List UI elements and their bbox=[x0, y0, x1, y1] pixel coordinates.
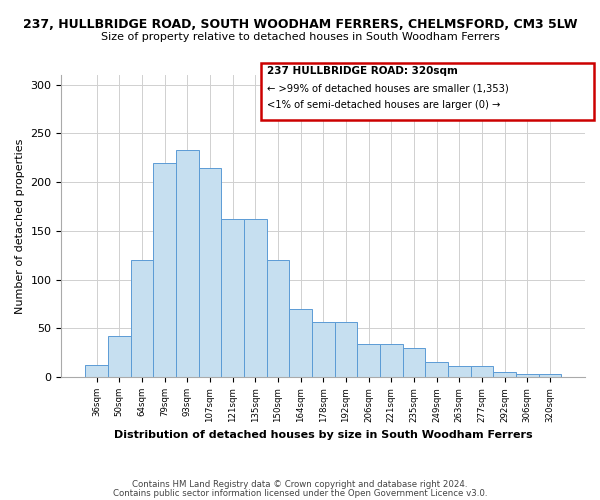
Bar bbox=[312, 322, 335, 377]
Bar bbox=[221, 219, 244, 377]
Text: Size of property relative to detached houses in South Woodham Ferrers: Size of property relative to detached ho… bbox=[101, 32, 499, 42]
Bar bbox=[448, 366, 470, 377]
Bar bbox=[357, 344, 380, 377]
Bar bbox=[289, 309, 312, 377]
Bar bbox=[85, 366, 108, 377]
Bar bbox=[153, 162, 176, 377]
Text: Contains HM Land Registry data © Crown copyright and database right 2024.: Contains HM Land Registry data © Crown c… bbox=[132, 480, 468, 489]
Bar bbox=[516, 374, 539, 377]
Text: 237, HULLBRIDGE ROAD, SOUTH WOODHAM FERRERS, CHELMSFORD, CM3 5LW: 237, HULLBRIDGE ROAD, SOUTH WOODHAM FERR… bbox=[23, 18, 577, 30]
Bar bbox=[493, 372, 516, 377]
Text: ← >99% of detached houses are smaller (1,353): ← >99% of detached houses are smaller (1… bbox=[267, 84, 509, 94]
Bar bbox=[380, 344, 403, 377]
Bar bbox=[176, 150, 199, 377]
Y-axis label: Number of detached properties: Number of detached properties bbox=[15, 138, 25, 314]
Text: <1% of semi-detached houses are larger (0) →: <1% of semi-detached houses are larger (… bbox=[267, 100, 500, 110]
Bar bbox=[108, 336, 131, 377]
Bar bbox=[131, 260, 153, 377]
Bar bbox=[335, 322, 357, 377]
Bar bbox=[266, 260, 289, 377]
Text: 237 HULLBRIDGE ROAD: 320sqm: 237 HULLBRIDGE ROAD: 320sqm bbox=[267, 66, 458, 76]
Bar bbox=[244, 219, 266, 377]
Bar bbox=[470, 366, 493, 377]
Bar bbox=[539, 374, 561, 377]
Text: Contains public sector information licensed under the Open Government Licence v3: Contains public sector information licen… bbox=[113, 488, 487, 498]
Bar bbox=[425, 362, 448, 377]
X-axis label: Distribution of detached houses by size in South Woodham Ferrers: Distribution of detached houses by size … bbox=[114, 430, 533, 440]
Bar bbox=[199, 168, 221, 377]
Bar bbox=[403, 348, 425, 377]
